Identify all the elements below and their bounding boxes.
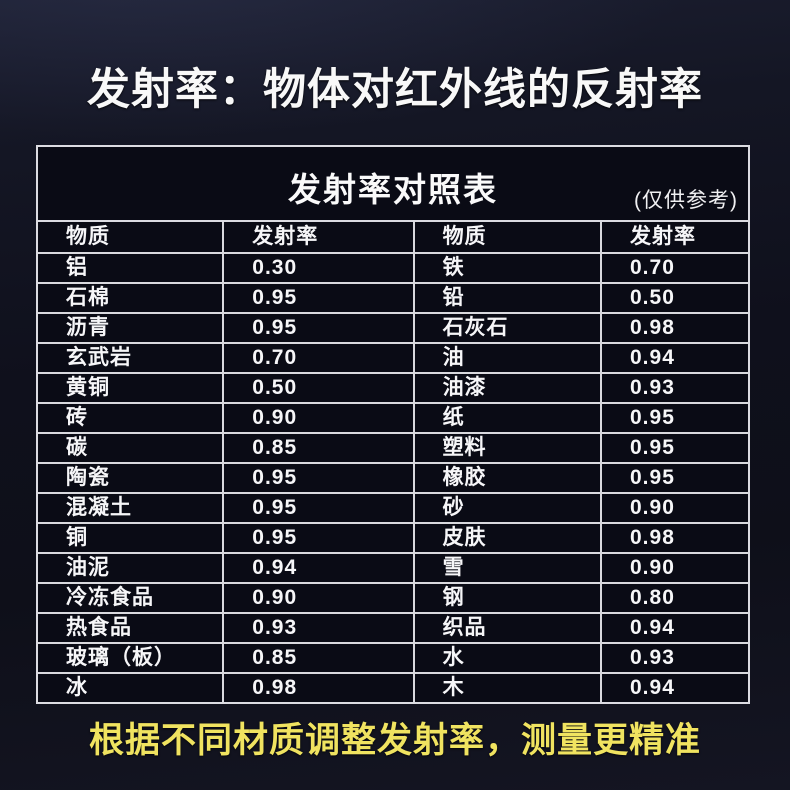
material-cell: 皮肤 (412, 522, 603, 554)
table-title-bar: 发射率对照表 (仅供参考) (38, 147, 748, 222)
material-cell: 纸 (412, 402, 603, 434)
material-cell: 碳 (38, 432, 225, 464)
value-cell: 0.90 (222, 582, 415, 614)
table-row: 铝 0.30 铁 0.70 (38, 252, 748, 284)
material-cell: 冷冻食品 (38, 582, 225, 614)
table-reference-note: (仅供参考) (634, 189, 738, 212)
material-cell: 混凝土 (38, 492, 225, 524)
value-cell: 0.95 (600, 402, 748, 434)
table-row: 玄武岩 0.70 油 0.94 (38, 342, 748, 374)
material-cell: 铅 (412, 282, 603, 314)
value-cell: 0.90 (600, 492, 748, 524)
material-cell: 黄铜 (38, 372, 225, 404)
value-cell: 0.90 (600, 552, 748, 584)
table-row: 冰 0.98 木 0.94 (38, 672, 748, 702)
material-cell: 沥青 (38, 312, 225, 344)
table-row: 碳 0.85 塑料 0.95 (38, 432, 748, 464)
emissivity-table-body: 铝 0.30 铁 0.70 石棉 0.95 铅 0.50 沥青 0.95 石灰石 0.98 玄武岩 0.7… (38, 252, 748, 702)
value-cell: 0.70 (600, 252, 748, 284)
value-cell: 0.95 (222, 312, 415, 344)
value-cell: 0.93 (222, 612, 415, 644)
table-row: 冷冻食品 0.90 钢 0.80 (38, 582, 748, 614)
value-cell: 0.93 (600, 372, 748, 404)
material-cell: 陶瓷 (38, 462, 225, 494)
value-cell: 0.93 (600, 642, 748, 674)
table-row: 砖 0.90 纸 0.95 (38, 402, 748, 434)
material-cell: 铝 (38, 252, 225, 284)
table-row: 石棉 0.95 铅 0.50 (38, 282, 748, 314)
column-header-emissivity-right: 发射率 (600, 222, 748, 254)
value-cell: 0.95 (222, 282, 415, 314)
table-row: 混凝土 0.95 砂 0.90 (38, 492, 748, 524)
material-cell: 水 (412, 642, 603, 674)
material-cell: 钢 (412, 582, 603, 614)
value-cell: 0.95 (222, 522, 415, 554)
value-cell: 0.50 (600, 282, 748, 314)
value-cell: 0.95 (222, 462, 415, 494)
value-cell: 0.94 (600, 672, 748, 702)
material-cell: 热食品 (38, 612, 225, 644)
value-cell: 0.94 (600, 612, 748, 644)
table-row: 铜 0.95 皮肤 0.98 (38, 522, 748, 554)
material-cell: 铁 (412, 252, 603, 284)
material-cell: 塑料 (412, 432, 603, 464)
value-cell: 0.50 (222, 372, 415, 404)
material-cell: 油漆 (412, 372, 603, 404)
material-cell: 油 (412, 342, 603, 374)
value-cell: 0.95 (222, 492, 415, 524)
table-header-row: 物质 发射率 物质 发射率 (38, 222, 748, 254)
value-cell: 0.30 (222, 252, 415, 284)
material-cell: 织品 (412, 612, 603, 644)
emissivity-table-panel: 发射率对照表 (仅供参考) 物质 发射率 物质 发射率 铝 0.30 铁 0.70 石棉… (36, 145, 750, 704)
column-header-emissivity-left: 发射率 (222, 222, 415, 254)
table-row: 陶瓷 0.95 橡胶 0.95 (38, 462, 748, 494)
value-cell: 0.98 (600, 522, 748, 554)
material-cell: 木 (412, 672, 603, 702)
material-cell: 玻璃（板） (38, 642, 225, 674)
material-cell: 玄武岩 (38, 342, 225, 374)
material-cell: 油泥 (38, 552, 225, 584)
material-cell: 橡胶 (412, 462, 603, 494)
table-title: 发射率对照表 (288, 171, 498, 208)
value-cell: 0.85 (222, 642, 415, 674)
table-row: 热食品 0.93 织品 0.94 (38, 612, 748, 644)
page-title: 发射率：物体对红外线的反射率 (87, 66, 703, 114)
column-header-material-right: 物质 (412, 222, 603, 254)
material-cell: 石棉 (38, 282, 225, 314)
table-row: 沥青 0.95 石灰石 0.98 (38, 312, 748, 344)
value-cell: 0.95 (600, 462, 748, 494)
value-cell: 0.85 (222, 432, 415, 464)
table-row: 黄铜 0.50 油漆 0.93 (38, 372, 748, 404)
value-cell: 0.94 (600, 342, 748, 374)
value-cell: 0.95 (600, 432, 748, 464)
value-cell: 0.98 (600, 312, 748, 344)
material-cell: 铜 (38, 522, 225, 554)
column-header-material-left: 物质 (38, 222, 225, 254)
material-cell: 石灰石 (412, 312, 603, 344)
footer-note: 根据不同材质调整发射率，测量更精准 (88, 721, 701, 760)
value-cell: 0.90 (222, 402, 415, 434)
table-header: 物质 发射率 物质 发射率 (38, 222, 748, 254)
material-cell: 雪 (412, 552, 603, 584)
table-row: 玻璃（板） 0.85 水 0.93 (38, 642, 748, 674)
material-cell: 冰 (38, 672, 225, 702)
value-cell: 0.98 (222, 672, 415, 702)
material-cell: 砖 (38, 402, 225, 434)
value-cell: 0.94 (222, 552, 415, 584)
value-cell: 0.70 (222, 342, 415, 374)
material-cell: 砂 (412, 492, 603, 524)
emissivity-table: 物质 发射率 物质 发射率 铝 0.30 铁 0.70 石棉 0.95 铅 0.50 沥青 0.9… (38, 222, 748, 702)
value-cell: 0.80 (600, 582, 748, 614)
table-row: 油泥 0.94 雪 0.90 (38, 552, 748, 584)
